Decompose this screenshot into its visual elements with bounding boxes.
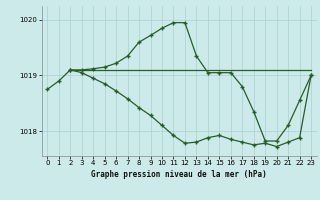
X-axis label: Graphe pression niveau de la mer (hPa): Graphe pression niveau de la mer (hPa) bbox=[91, 170, 267, 179]
